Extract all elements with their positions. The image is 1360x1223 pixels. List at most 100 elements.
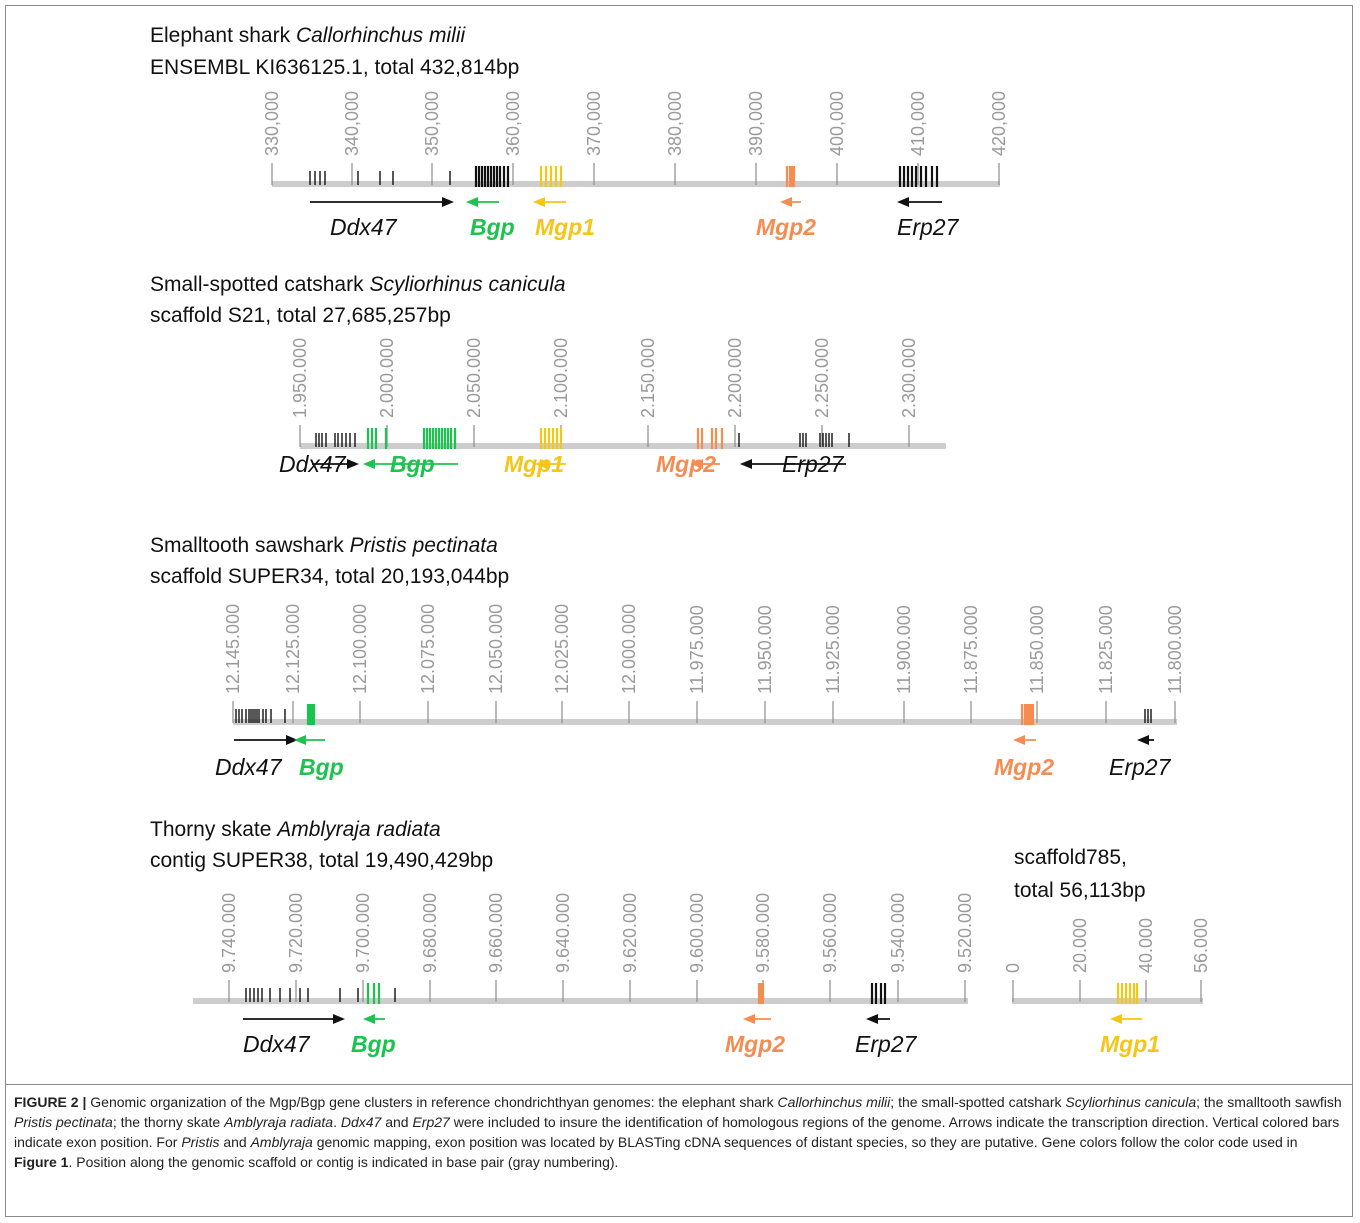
axis-tick-label: 9.620.000 <box>620 893 640 973</box>
gene-label: Ddx47 <box>215 754 283 780</box>
axis-tick-label: 9.520.000 <box>955 893 975 973</box>
gene-label: Bgp <box>470 214 515 240</box>
transcription-arrow-head <box>1137 735 1149 745</box>
axis-tick-label: 2.050.000 <box>464 338 484 418</box>
transcription-arrow-head <box>1110 1014 1122 1024</box>
axis-tick-label: 420,000 <box>989 91 1009 156</box>
axis-tick-label: 9.680.000 <box>420 893 440 973</box>
axis-tick-label: 9.660.000 <box>486 893 506 973</box>
axis-tick-label: 370,000 <box>584 91 604 156</box>
gene-label: Ddx47 <box>279 451 347 477</box>
axis-tick-label: 9.640.000 <box>553 893 573 973</box>
panel-title-species: Amblyraja radiata <box>275 818 440 841</box>
panel-title-species: Scyliorhinus canicula <box>369 273 565 296</box>
panel-subtitle: contig SUPER38, total 19,490,429bp <box>150 849 493 872</box>
transcription-arrow-head <box>286 735 298 745</box>
axis-tick-label: 2.000.000 <box>377 338 397 418</box>
axis-tick-label: 350,000 <box>422 91 442 156</box>
transcription-arrow-head <box>333 1014 345 1024</box>
panel-title: Small-spotted catshark Scyliorhinus cani… <box>150 273 566 296</box>
caption-text: genomic mapping, exon position was locat… <box>312 1134 1298 1150</box>
panel-subtitle: scaffold S21, total 27,685,257bp <box>150 304 451 327</box>
panel-title: Smalltooth sawshark Pristis pectinata <box>150 534 498 557</box>
axis-tick-label: 330,000 <box>262 91 282 156</box>
gene-label: Mgp1 <box>504 451 564 477</box>
axis-tick-label: 12.075.000 <box>418 604 438 694</box>
axis-tick-label: 2.100.000 <box>551 338 571 418</box>
panel-subtitle: ENSEMBL KI636125.1, total 432,814bp <box>150 56 519 79</box>
gene-label: Ddx47 <box>330 214 398 240</box>
axis-tick-label: 9.540.000 <box>888 893 908 973</box>
caption-species: Scyliorhinus canicula <box>1065 1094 1197 1110</box>
axis-tick-label: 400,000 <box>827 91 847 156</box>
axis-tick-label: 11.850.000 <box>1027 605 1047 694</box>
transcription-arrow-head <box>466 197 478 207</box>
caption-genus: Amblyraja <box>250 1134 313 1150</box>
figure-frame <box>5 5 1353 1217</box>
caption-text: and <box>219 1134 251 1150</box>
gene-label: Mgp1 <box>535 214 595 240</box>
transcription-arrow-head <box>363 1014 375 1024</box>
axis-tick-label: 360,000 <box>503 91 523 156</box>
gene-label: Mgp2 <box>725 1031 785 1057</box>
axis-tick-label: 2.300.000 <box>899 338 919 418</box>
axis-tick-label: 9.600.000 <box>687 893 707 973</box>
gene-label: Mgp2 <box>656 451 716 477</box>
gene-label: Mgp1 <box>1100 1031 1160 1057</box>
panel-title: Elephant shark Callorhinchus milii <box>150 24 466 47</box>
transcription-arrow-head <box>780 197 792 207</box>
gene-label: Erp27 <box>855 1031 918 1057</box>
axis-tick-label: 11.875.000 <box>961 605 981 694</box>
axis-tick-label: 2.250.000 <box>812 338 832 418</box>
panel-title: Thorny skate Amblyraja radiata <box>150 818 441 841</box>
transcription-arrow-head <box>363 459 375 469</box>
caption-text: were included to insure the identificati… <box>14 1114 1340 1150</box>
axis-tick-label: 20.000 <box>1070 918 1090 973</box>
panel-title-species: Pristis pectinata <box>350 534 498 557</box>
scaffold-title: scaffold785, <box>1014 846 1127 869</box>
genome-map-figure: Elephant shark Callorhinchus milii ENSEMB… <box>150 24 1211 1057</box>
caption-gene: Erp27 <box>412 1114 450 1130</box>
genomic-axis-bar <box>233 719 1177 725</box>
transcription-arrow-head <box>691 459 703 469</box>
axis-tick-label: 11.800.000 <box>1165 605 1185 694</box>
axis-tick-label: 9.740.000 <box>219 893 239 973</box>
axis-tick-label: 9.700.000 <box>353 893 373 973</box>
gene-label: Bgp <box>390 451 435 477</box>
axis-tick-label: 2.150.000 <box>638 338 658 418</box>
panel-subtitle: scaffold SUPER34, total 20,193,044bp <box>150 565 509 588</box>
axis-tick-label: 11.825.000 <box>1096 605 1116 694</box>
caption-figure-ref[interactable]: Figure 1 <box>14 1154 69 1170</box>
gene-label: Bgp <box>299 754 344 780</box>
caption-label: FIGURE 2 | <box>14 1094 87 1110</box>
axis-tick-label: 40.000 <box>1136 918 1156 973</box>
caption-species: Amblyraja radiata <box>224 1114 334 1130</box>
transcription-arrow-head <box>347 459 359 469</box>
axis-tick-label: 0 <box>1003 963 1023 973</box>
transcription-arrow-head <box>1013 735 1025 745</box>
gene-label: Erp27 <box>1109 754 1172 780</box>
transcription-arrow-head <box>535 459 547 469</box>
panel-title-common: Small-spotted catshark <box>150 273 369 296</box>
genomic-axis-bar <box>193 998 968 1004</box>
axis-tick-label: 390,000 <box>746 91 766 156</box>
transcription-arrow-head <box>866 1014 878 1024</box>
caption-species: Pristis pectinata <box>14 1114 113 1130</box>
genomic-axis-bar <box>1012 998 1203 1004</box>
axis-tick-label: 11.950.000 <box>755 605 775 694</box>
gene-label: Erp27 <box>897 214 960 240</box>
axis-tick-label: 2.200.000 <box>725 338 745 418</box>
axis-tick-label: 56.000 <box>1191 918 1211 973</box>
axis-tick-label: 9.720.000 <box>286 893 306 973</box>
transcription-arrow-head <box>897 197 909 207</box>
caption-text: . <box>333 1114 341 1130</box>
axis-tick-label: 12.125.000 <box>283 604 303 694</box>
axis-tick-label: 12.100.000 <box>350 604 370 694</box>
panel-title-common: Smalltooth sawshark <box>150 534 350 557</box>
axis-tick-label: 11.900.000 <box>894 605 914 694</box>
transcription-arrow-head <box>442 197 454 207</box>
axis-tick-label: 9.560.000 <box>820 893 840 973</box>
axis-tick-label: 1.950.000 <box>290 338 310 418</box>
gene-label: Mgp2 <box>756 214 816 240</box>
axis-tick-label: 9.580.000 <box>753 893 773 973</box>
